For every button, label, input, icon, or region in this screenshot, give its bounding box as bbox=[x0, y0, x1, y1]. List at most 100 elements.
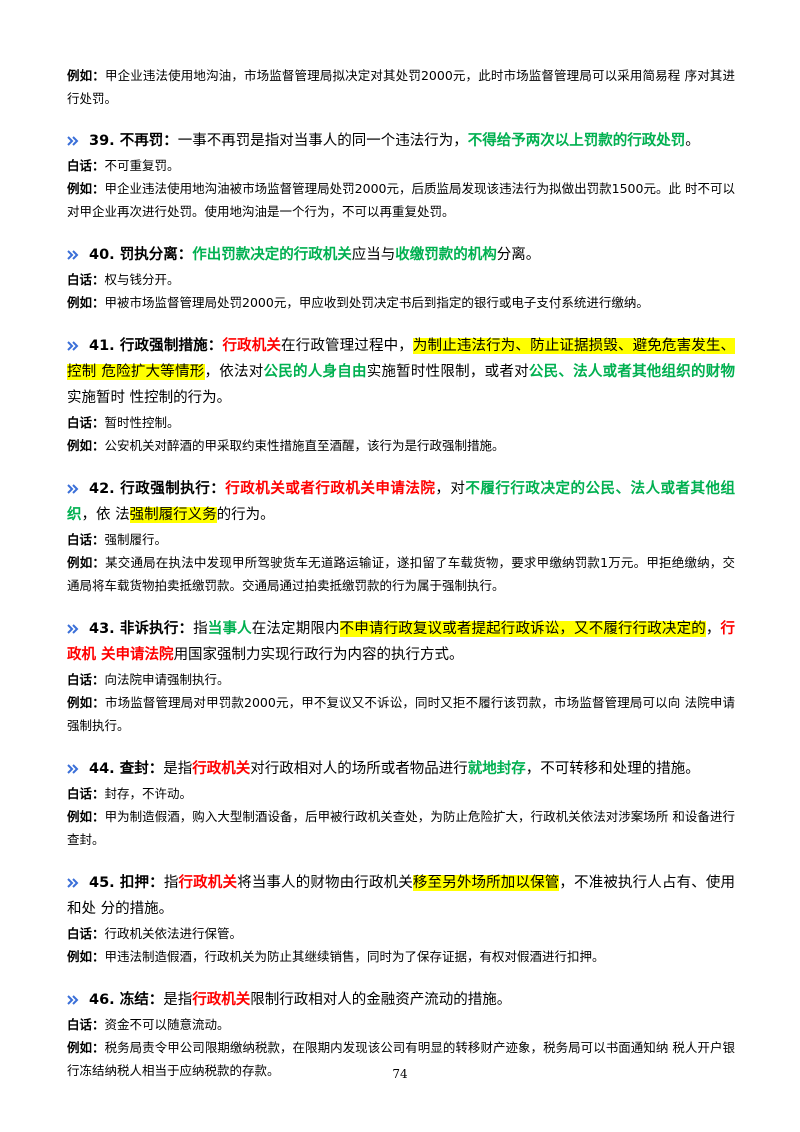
bullet-icon bbox=[67, 764, 79, 774]
plain-label: 白话： bbox=[67, 158, 105, 173]
heading-segment: 强制履行义务 bbox=[129, 507, 217, 523]
entry: 45. 扣押：指行政机关将当事人的财物由行政机关移至另外场所加以保管，不准被执行… bbox=[67, 870, 735, 968]
heading-segment: 实施暂时性限制，或者对 bbox=[366, 364, 529, 380]
heading-segment: 分离。 bbox=[496, 247, 541, 263]
plain-text: 行政机关依法进行保管。 bbox=[104, 926, 243, 941]
plain-label: 白话： bbox=[67, 926, 105, 941]
bullet-icon bbox=[67, 624, 79, 634]
plain-text: 权与钱分开。 bbox=[104, 272, 180, 287]
bullet-icon bbox=[67, 341, 79, 351]
heading-segment: 公民、法人或者其他组织的财物 bbox=[528, 364, 736, 380]
plain-label: 白话： bbox=[67, 415, 105, 430]
example-label: 例如： bbox=[67, 68, 105, 83]
intro: 例如：甲企业违法使用地沟油，市场监督管理局拟决定对其处罚2000元，此时市场监督… bbox=[67, 64, 735, 110]
page-number: 74 bbox=[392, 1067, 408, 1081]
bullet-icon bbox=[67, 136, 79, 146]
plain-label: 白话： bbox=[67, 532, 105, 547]
plain-line: 白话：封存，不许动。 bbox=[67, 782, 735, 805]
entry: 44. 查封：是指行政机关对行政相对人的场所或者物品进行就地封存，不可转移和处理… bbox=[67, 756, 735, 851]
entry-heading: 46. 冻结：是指行政机关限制行政相对人的金融资产流动的措施。 bbox=[67, 987, 735, 1013]
example-label: 例如： bbox=[67, 1040, 105, 1055]
plain-line: 白话：向法院申请强制执行。 bbox=[67, 668, 735, 691]
example-label: 例如： bbox=[67, 809, 105, 824]
example-text: 甲违法制造假酒，行政机关为防止其继续销售，同时为了保存证据，有权对假酒进行扣押。 bbox=[104, 949, 605, 964]
plain-label: 白话： bbox=[67, 672, 105, 687]
heading-segment: 的行为。 bbox=[216, 507, 275, 523]
bullet-icon bbox=[67, 995, 79, 1005]
example-line: 例如：公安机关对醉酒的甲采取约束性措施直至酒醒，该行为是行政强制措施。 bbox=[67, 434, 735, 457]
heading-segment: 是指 bbox=[163, 761, 193, 777]
example-line: 例如：甲被市场监督管理局处罚2000元，甲应收到处罚决定书后到指定的银行或电子支… bbox=[67, 291, 735, 314]
entry: 39. 不再罚：一事不再罚是指对当事人的同一个违法行为，不得给予两次以上罚款的行… bbox=[67, 128, 735, 223]
example-label: 例如： bbox=[67, 949, 105, 964]
example-text: 市场监督管理局对甲罚款2000元，甲不复议又不诉讼，同时又拒不履行该罚款，市场监… bbox=[67, 695, 735, 733]
entry: 46. 冻结：是指行政机关限制行政相对人的金融资产流动的措施。 白话：资金不可以随… bbox=[67, 987, 735, 1082]
heading-segment: ，对 bbox=[435, 481, 466, 497]
heading-segment: 在行政管理过程中， bbox=[281, 338, 413, 354]
bullet-icon bbox=[67, 250, 79, 260]
heading-segment: 45. 扣押： bbox=[89, 875, 164, 891]
heading-segment: 43. 非诉执行： bbox=[89, 621, 194, 637]
heading-segment: 行政机 关申请法院 bbox=[67, 621, 736, 663]
heading-segment: 行政机关 bbox=[178, 875, 238, 891]
heading-segment: 公民的人身自由 bbox=[263, 364, 367, 380]
example-text: 甲被市场监督管理局处罚2000元，甲应收到处罚决定书后到指定的银行或电子支付系统… bbox=[104, 295, 649, 310]
heading-segment: 将当事人的财物由行政机关 bbox=[237, 875, 413, 891]
heading-segment: 行政机关 bbox=[192, 761, 251, 777]
example-line: 例如：税务局责令甲公司限期缴纳税款，在限期内发现该公司有明显的转移财产迹象，税务… bbox=[67, 1036, 735, 1082]
plain-line: 白话：行政机关依法进行保管。 bbox=[67, 922, 735, 945]
heading-segment: 对行政相对人的场所或者物品进行 bbox=[250, 761, 468, 777]
plain-line: 白话：资金不可以随意流动。 bbox=[67, 1013, 735, 1036]
heading-segment: 44. 查封： bbox=[89, 761, 164, 777]
plain-line: 白话：权与钱分开。 bbox=[67, 268, 735, 291]
example-label: 例如： bbox=[67, 695, 105, 710]
example-label: 例如： bbox=[67, 555, 106, 570]
heading-segment: ，依 法 bbox=[81, 507, 130, 523]
heading-segment: 指 bbox=[193, 621, 208, 637]
plain-line: 白话：暂时性控制。 bbox=[67, 411, 735, 434]
plain-text: 不可重复罚。 bbox=[104, 158, 180, 173]
heading-segment: 限制行政相对人的金融资产流动的措施。 bbox=[250, 992, 512, 1008]
example-text: 公安机关对醉酒的甲采取约束性措施直至酒醒，该行为是行政强制措施。 bbox=[104, 438, 505, 453]
heading-segment: ，依法对 bbox=[204, 364, 264, 380]
heading-segment: 收缴罚款的机构 bbox=[395, 247, 497, 263]
heading-segment: 39. 不再罚： bbox=[89, 133, 178, 149]
example-label: 例如： bbox=[67, 181, 105, 196]
plain-text: 资金不可以随意流动。 bbox=[104, 1017, 230, 1032]
heading-segment: 一事不再罚是指对当事人的同一个违法行为， bbox=[177, 133, 468, 149]
plain-text: 封存，不许动。 bbox=[104, 786, 193, 801]
entry-heading: 39. 不再罚：一事不再罚是指对当事人的同一个违法行为，不得给予两次以上罚款的行… bbox=[67, 128, 735, 154]
plain-line: 白话：不可重复罚。 bbox=[67, 154, 735, 177]
entry: 42. 行政强制执行：行政机关或者行政机关申请法院，对不履行行政决定的公民、法人… bbox=[67, 476, 735, 597]
example-text: 某交通局在执法中发现甲所驾驶货车无道路运输证，遂扣留了车载货物，要求甲缴纳罚款1… bbox=[67, 555, 735, 593]
example-text: 甲企业违法使用地沟油，市场监督管理局拟决定对其处罚2000元，此时市场监督管理局… bbox=[67, 68, 735, 106]
example-text: 甲为制造假酒，购入大型制酒设备，后甲被行政机关查处，为防止危险扩大，行政机关依法… bbox=[67, 809, 735, 847]
plain-text: 强制履行。 bbox=[104, 532, 168, 547]
heading-segment: 不申请行政复议或者提起行政诉讼，又不履行行政决定的 bbox=[339, 621, 706, 637]
heading-segment: 46. 冻结： bbox=[89, 992, 164, 1008]
example-line: 例如：甲为制造假酒，购入大型制酒设备，后甲被行政机关查处，为防止危险扩大，行政机… bbox=[67, 805, 735, 851]
bullet-icon bbox=[67, 484, 79, 494]
heading-segment: 就地封存 bbox=[467, 761, 526, 777]
heading-segment: 移至另外场所加以保管 bbox=[412, 875, 560, 891]
heading-segment: 指 bbox=[163, 875, 179, 891]
example-label: 例如： bbox=[67, 438, 105, 453]
plain-text: 暂时性控制。 bbox=[104, 415, 180, 430]
heading-segment: 实施暂时 性控制的行为。 bbox=[67, 390, 232, 406]
heading-segment: 42. 行政强制执行： bbox=[89, 481, 226, 497]
bullet-icon bbox=[67, 878, 79, 888]
entry: 41. 行政强制措施：行政机关在行政管理过程中，为制止违法行为、防止证据损毁、避… bbox=[67, 333, 736, 457]
heading-segment: 行政机关 bbox=[222, 338, 282, 354]
example-label: 例如： bbox=[67, 295, 105, 310]
heading-segment: 用国家强制力实现行政行为内容的执行方式。 bbox=[173, 647, 464, 663]
heading-segment: 。 bbox=[685, 133, 700, 149]
heading-segment: 41. 行政强制措施： bbox=[89, 338, 223, 354]
heading-segment: 不得给予两次以上罚款的行政处罚 bbox=[467, 133, 686, 149]
entry: 40. 罚执分离：作出罚款决定的行政机关应当与收缴罚款的机构分离。 白话：权与钱分… bbox=[67, 242, 735, 314]
entry-heading: 40. 罚执分离：作出罚款决定的行政机关应当与收缴罚款的机构分离。 bbox=[67, 242, 735, 268]
entry-heading: 45. 扣押：指行政机关将当事人的财物由行政机关移至另外场所加以保管，不准被执行… bbox=[67, 870, 735, 922]
entries: 39. 不再罚：一事不再罚是指对当事人的同一个违法行为，不得给予两次以上罚款的行… bbox=[67, 128, 735, 1082]
plain-label: 白话： bbox=[67, 786, 105, 801]
entry-heading: 42. 行政强制执行：行政机关或者行政机关申请法院，对不履行行政决定的公民、法人… bbox=[67, 476, 735, 528]
